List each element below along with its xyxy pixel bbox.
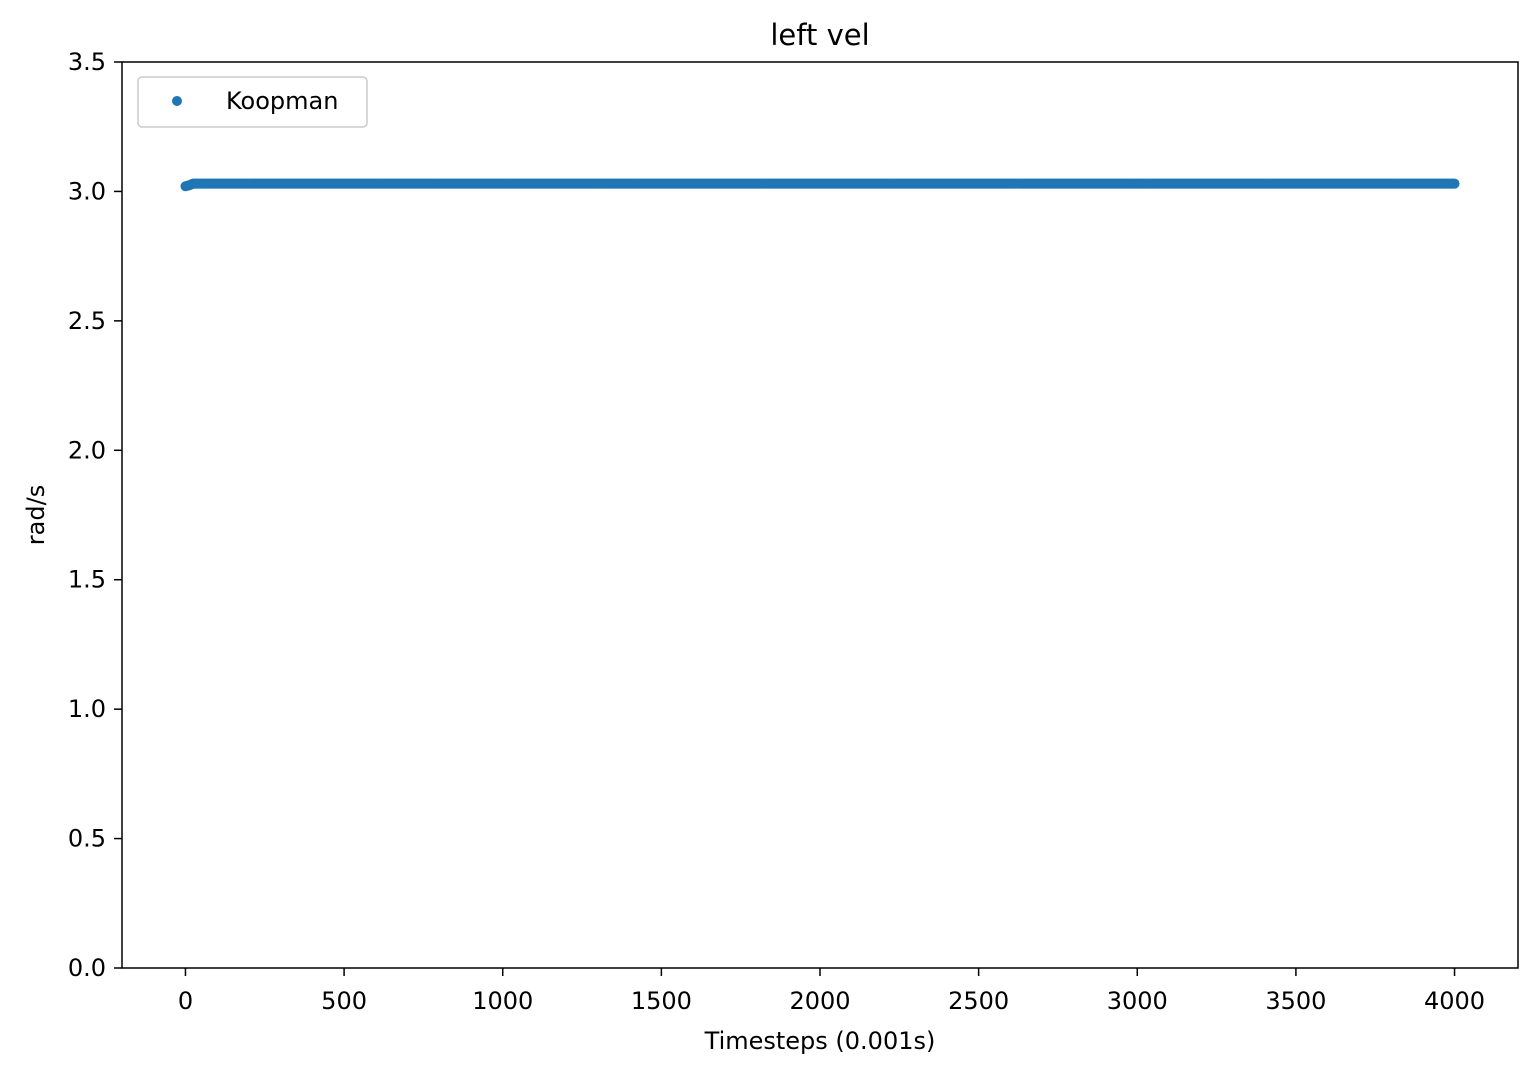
x-tick-label: 500 [321,987,367,1015]
x-tick-label: 3000 [1107,987,1168,1015]
y-tick-label: 2.0 [68,436,106,464]
y-tick-label: 0.0 [68,954,106,982]
x-axis-label: Timesteps (0.001s) [704,1027,936,1055]
series-koopman [180,178,1460,192]
y-tick-label: 3.0 [68,177,106,205]
legend-label-koopman: Koopman [226,87,338,115]
chart-title: left vel [770,18,869,52]
y-axis-label: rad/s [22,485,50,545]
x-tick-label: 1500 [631,987,692,1015]
legend-box [137,76,368,128]
y-tick-label: 1.0 [68,695,106,723]
x-axis-ticks: 0 500 1000 1500 2000 2500 3000 3500 4000 [178,968,1485,1015]
x-tick-label: 1000 [472,987,533,1015]
y-axis-ticks: 0.0 0.5 1.0 1.5 2.0 2.5 3.0 3.5 [68,48,122,982]
x-tick-label: 2500 [948,987,1009,1015]
y-tick-label: 1.5 [68,566,106,594]
x-tick-label: 3500 [1265,987,1326,1015]
data-point [1449,178,1460,189]
y-tick-label: 0.5 [68,825,106,853]
legend-marker-koopman [172,96,182,106]
legend: Koopman [137,76,368,128]
plot-frame [121,61,1519,969]
x-tick-label: 2000 [789,987,850,1015]
x-tick-label: 4000 [1424,987,1485,1015]
y-tick-label: 2.5 [68,307,106,335]
x-tick-label: 0 [178,987,193,1015]
y-tick-label: 3.5 [68,48,106,76]
